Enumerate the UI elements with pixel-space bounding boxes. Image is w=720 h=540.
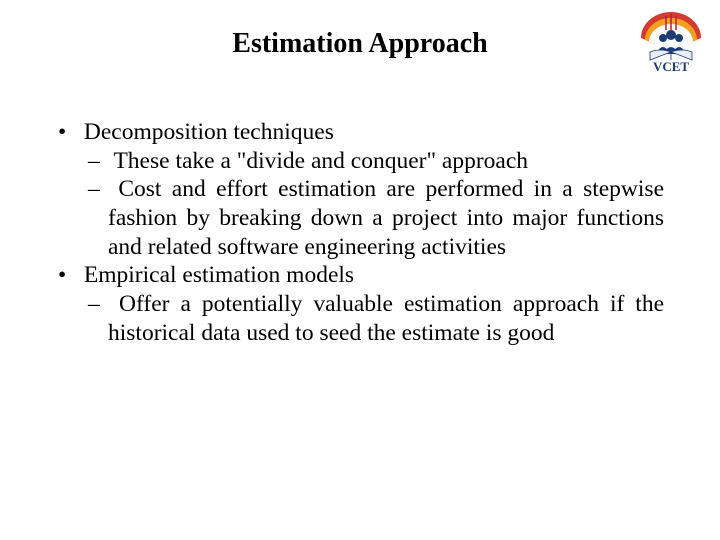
bullet-item: Decomposition techniques These take a "d… [48, 118, 664, 261]
bullet-text: Empirical estimation models [84, 262, 354, 288]
slide-body: Decomposition techniques These take a "d… [48, 118, 664, 347]
sub-bullet-text: Cost and effort estimation are performed… [108, 176, 664, 259]
sub-bullet-item: Cost and effort estimation are performed… [78, 175, 664, 261]
logo-text: VCET [653, 59, 689, 74]
slide-title: Estimation Approach [0, 28, 720, 60]
bullet-list: Decomposition techniques These take a "d… [48, 118, 664, 347]
sub-bullet-text: Offer a potentially valuable estimation … [108, 291, 664, 346]
sub-bullet-item: These take a "divide and conquer" approa… [78, 147, 664, 176]
sub-bullet-list: These take a "divide and conquer" approa… [78, 147, 664, 262]
sub-bullet-list: Offer a potentially valuable estimation … [78, 290, 664, 347]
sub-bullet-item: Offer a potentially valuable estimation … [78, 290, 664, 347]
sub-bullet-text: These take a "divide and conquer" approa… [113, 148, 528, 174]
bullet-text: Decomposition techniques [84, 119, 334, 145]
bullet-item: Empirical estimation models Offer a pote… [48, 261, 664, 347]
slide: VCET Estimation Approach Decomposition t… [0, 0, 720, 540]
